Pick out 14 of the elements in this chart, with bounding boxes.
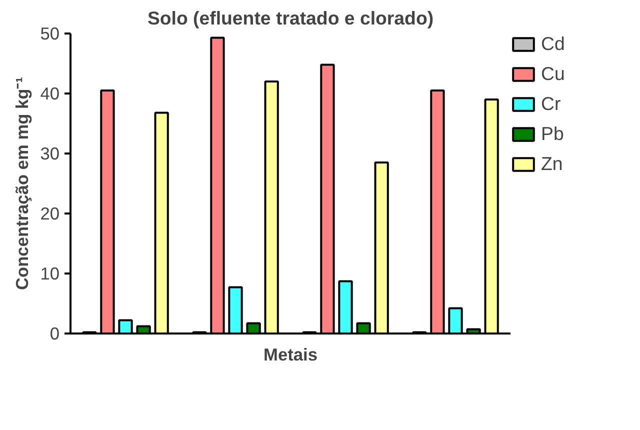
y-tick-label: 10 <box>40 264 60 284</box>
legend-label: Pb <box>541 123 564 145</box>
legend-label: Zn <box>541 153 563 175</box>
y-tick-label: 30 <box>40 144 60 164</box>
legend-label: Cd <box>541 33 565 55</box>
y-tick-label: 0 <box>50 324 60 344</box>
y-tick-label: 40 <box>40 84 60 104</box>
chart-title: Solo (efluente tratado e clorado) <box>147 8 434 28</box>
legend-label: Cu <box>541 63 565 85</box>
y-axis-title: Concentração em mg kg⁻¹ <box>12 76 32 290</box>
y-tick-label: 50 <box>40 24 60 44</box>
x-axis-title: Metais <box>264 344 318 364</box>
legend-label: Cr <box>541 93 561 115</box>
y-tick-label: 20 <box>40 204 60 224</box>
